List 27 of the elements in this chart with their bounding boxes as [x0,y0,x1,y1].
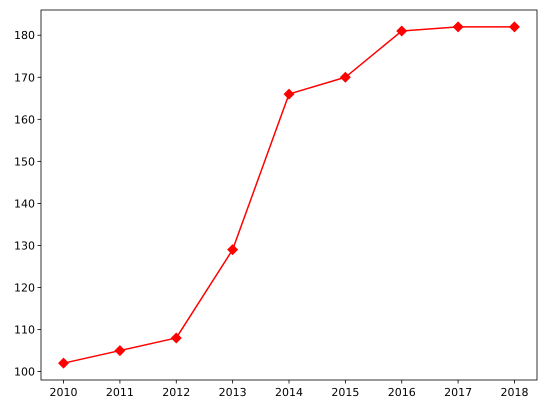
y-tick-label: 180 [14,29,35,42]
y-tick-label: 140 [14,197,35,210]
x-tick-label: 2011 [106,386,134,399]
point [284,88,294,100]
x-tick-label: 2015 [331,386,360,399]
x-tick-label: 2016 [388,386,416,399]
x-tick-label: 2012 [162,386,190,399]
x-tick-label: 2017 [444,386,472,399]
point [396,26,408,37]
point [227,244,238,256]
x-tick-label: 2010 [50,386,78,399]
y-tick-label: 130 [14,239,35,252]
point [452,21,464,32]
x-tick-label: 2018 [500,386,528,399]
point [508,21,520,32]
y-tick-label: 150 [14,155,35,168]
point [114,345,126,356]
y-tick-label: 160 [14,113,35,126]
x-tick-label: 2013 [218,386,247,399]
point [170,332,182,344]
y-tick-label: 100 [14,366,35,379]
y-tick-label: 170 [14,71,35,84]
x-tick-label: 2014 [275,386,303,399]
point [58,358,70,369]
y-tick-label: 110 [14,324,35,337]
point [340,72,351,83]
y-tick-label: 120 [14,282,35,294]
